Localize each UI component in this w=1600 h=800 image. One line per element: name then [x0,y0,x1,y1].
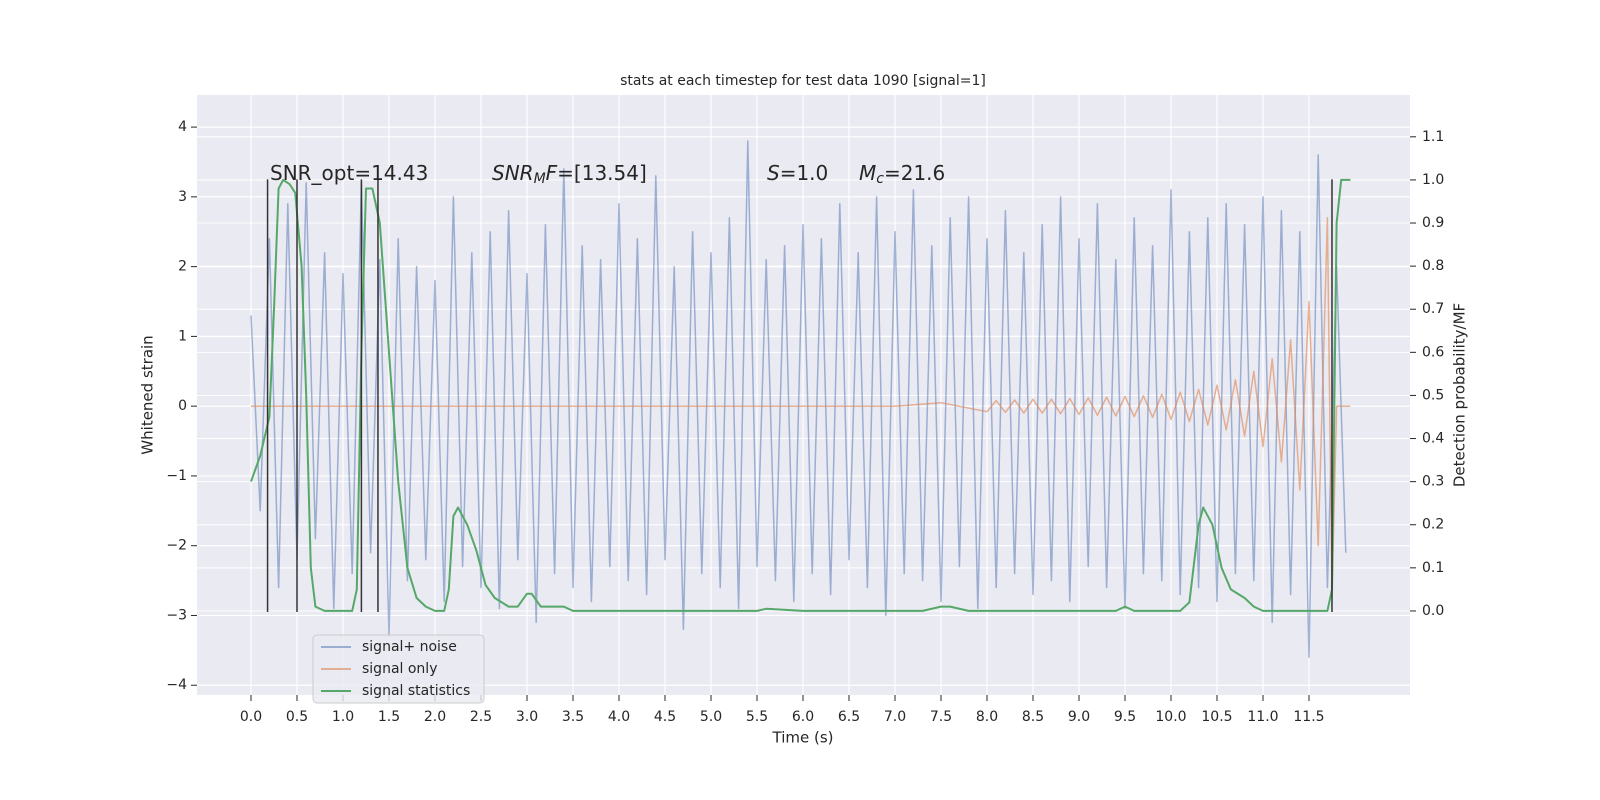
x-tick-label: 4.0 [608,709,630,725]
y-tick-label: −2 [166,538,187,554]
annotation-part: M [859,161,876,185]
chart-title: stats at each timestep for test data 109… [620,73,986,89]
y2-tick-label: 1.0 [1422,172,1444,188]
y-tick-label: 1 [178,328,187,344]
annotation-part: S [767,161,780,185]
y-tick-label: 2 [178,259,187,275]
y2-tick-label: 0.3 [1422,474,1444,490]
legend-label: signal only [362,661,437,677]
x-tick-label: 8.0 [976,709,998,725]
y2-tick-label: 0.9 [1422,215,1444,231]
x-tick-label: 5.0 [700,709,722,725]
annotation-part: =1.0 [780,161,829,185]
legend-label: signal+ noise [362,639,457,655]
y2-tick-label: 0.8 [1422,258,1444,274]
y-tick-label: 0 [178,398,187,414]
y-axis-label: Whitened strain [139,335,157,454]
legend-label: signal statistics [362,683,470,699]
y2-tick-label: 0.2 [1422,517,1444,533]
series-line [251,217,1351,596]
annotation: Mc=21.6 [859,161,945,188]
x-tick-label: 7.5 [930,709,952,725]
y2-tick-label: 1.1 [1422,129,1444,145]
y2-tick-label: 0.6 [1422,344,1444,360]
x-axis-label: Time (s) [772,729,834,747]
x-tick-label: 3.0 [516,709,538,725]
y2-tick-label: 0.1 [1422,560,1444,576]
annotation-part: c [876,171,884,187]
annotation-part: SNR [492,161,534,185]
series-line [250,140,1347,659]
y2-axis-label: Detection probability/MF [1451,303,1469,487]
annotation: S=1.0 [767,161,828,185]
x-tick-label: 11.0 [1247,709,1278,725]
legend: signal+ noise signal only signal statistic… [312,634,485,704]
x-tick-label: 8.5 [1022,709,1044,725]
annotation-part: SNR_opt=14.43 [270,161,428,185]
y-tick-label: −1 [166,468,187,484]
x-tick-label: 0.5 [286,709,308,725]
x-tick-label: 10.0 [1155,709,1186,725]
x-tick-label: 4.5 [654,709,676,725]
x-tick-label: 7.0 [884,709,906,725]
y-tick-label: 4 [178,119,187,135]
annotation: SNRMF=[13.54] [492,161,647,188]
x-tick-label: 0.0 [240,709,262,725]
annotation-part: =21.6 [884,161,945,185]
y2-tick-label: 0.4 [1422,431,1444,447]
series-line [250,178,1351,612]
y-tick-label: −4 [166,677,187,693]
y-tick-label: −3 [166,607,187,623]
x-tick-label: 2.5 [470,709,492,725]
y2-tick-label: 0.7 [1422,301,1444,317]
annotation-part: M [534,171,546,187]
x-tick-label: 5.5 [746,709,768,725]
annotation: SNR_opt=14.43 [270,161,428,185]
x-tick-label: 1.0 [332,709,354,725]
x-tick-label: 9.0 [1068,709,1090,725]
y2-tick-label: 0.0 [1422,603,1444,619]
y-tick-label: 3 [178,189,187,205]
x-tick-label: 2.0 [424,709,446,725]
x-tick-label: 6.5 [838,709,860,725]
x-tick-label: 11.5 [1293,709,1324,725]
legend-box [312,634,485,704]
x-tick-label: 10.5 [1201,709,1232,725]
x-tick-label: 9.5 [1114,709,1136,725]
x-tick-label: 6.0 [792,709,814,725]
annotation-part: =[13.54] [557,161,647,185]
y2-tick-label: 0.5 [1422,387,1444,403]
x-tick-label: 3.5 [562,709,584,725]
x-tick-label: 1.5 [378,709,400,725]
annotation-part: F [546,161,558,185]
